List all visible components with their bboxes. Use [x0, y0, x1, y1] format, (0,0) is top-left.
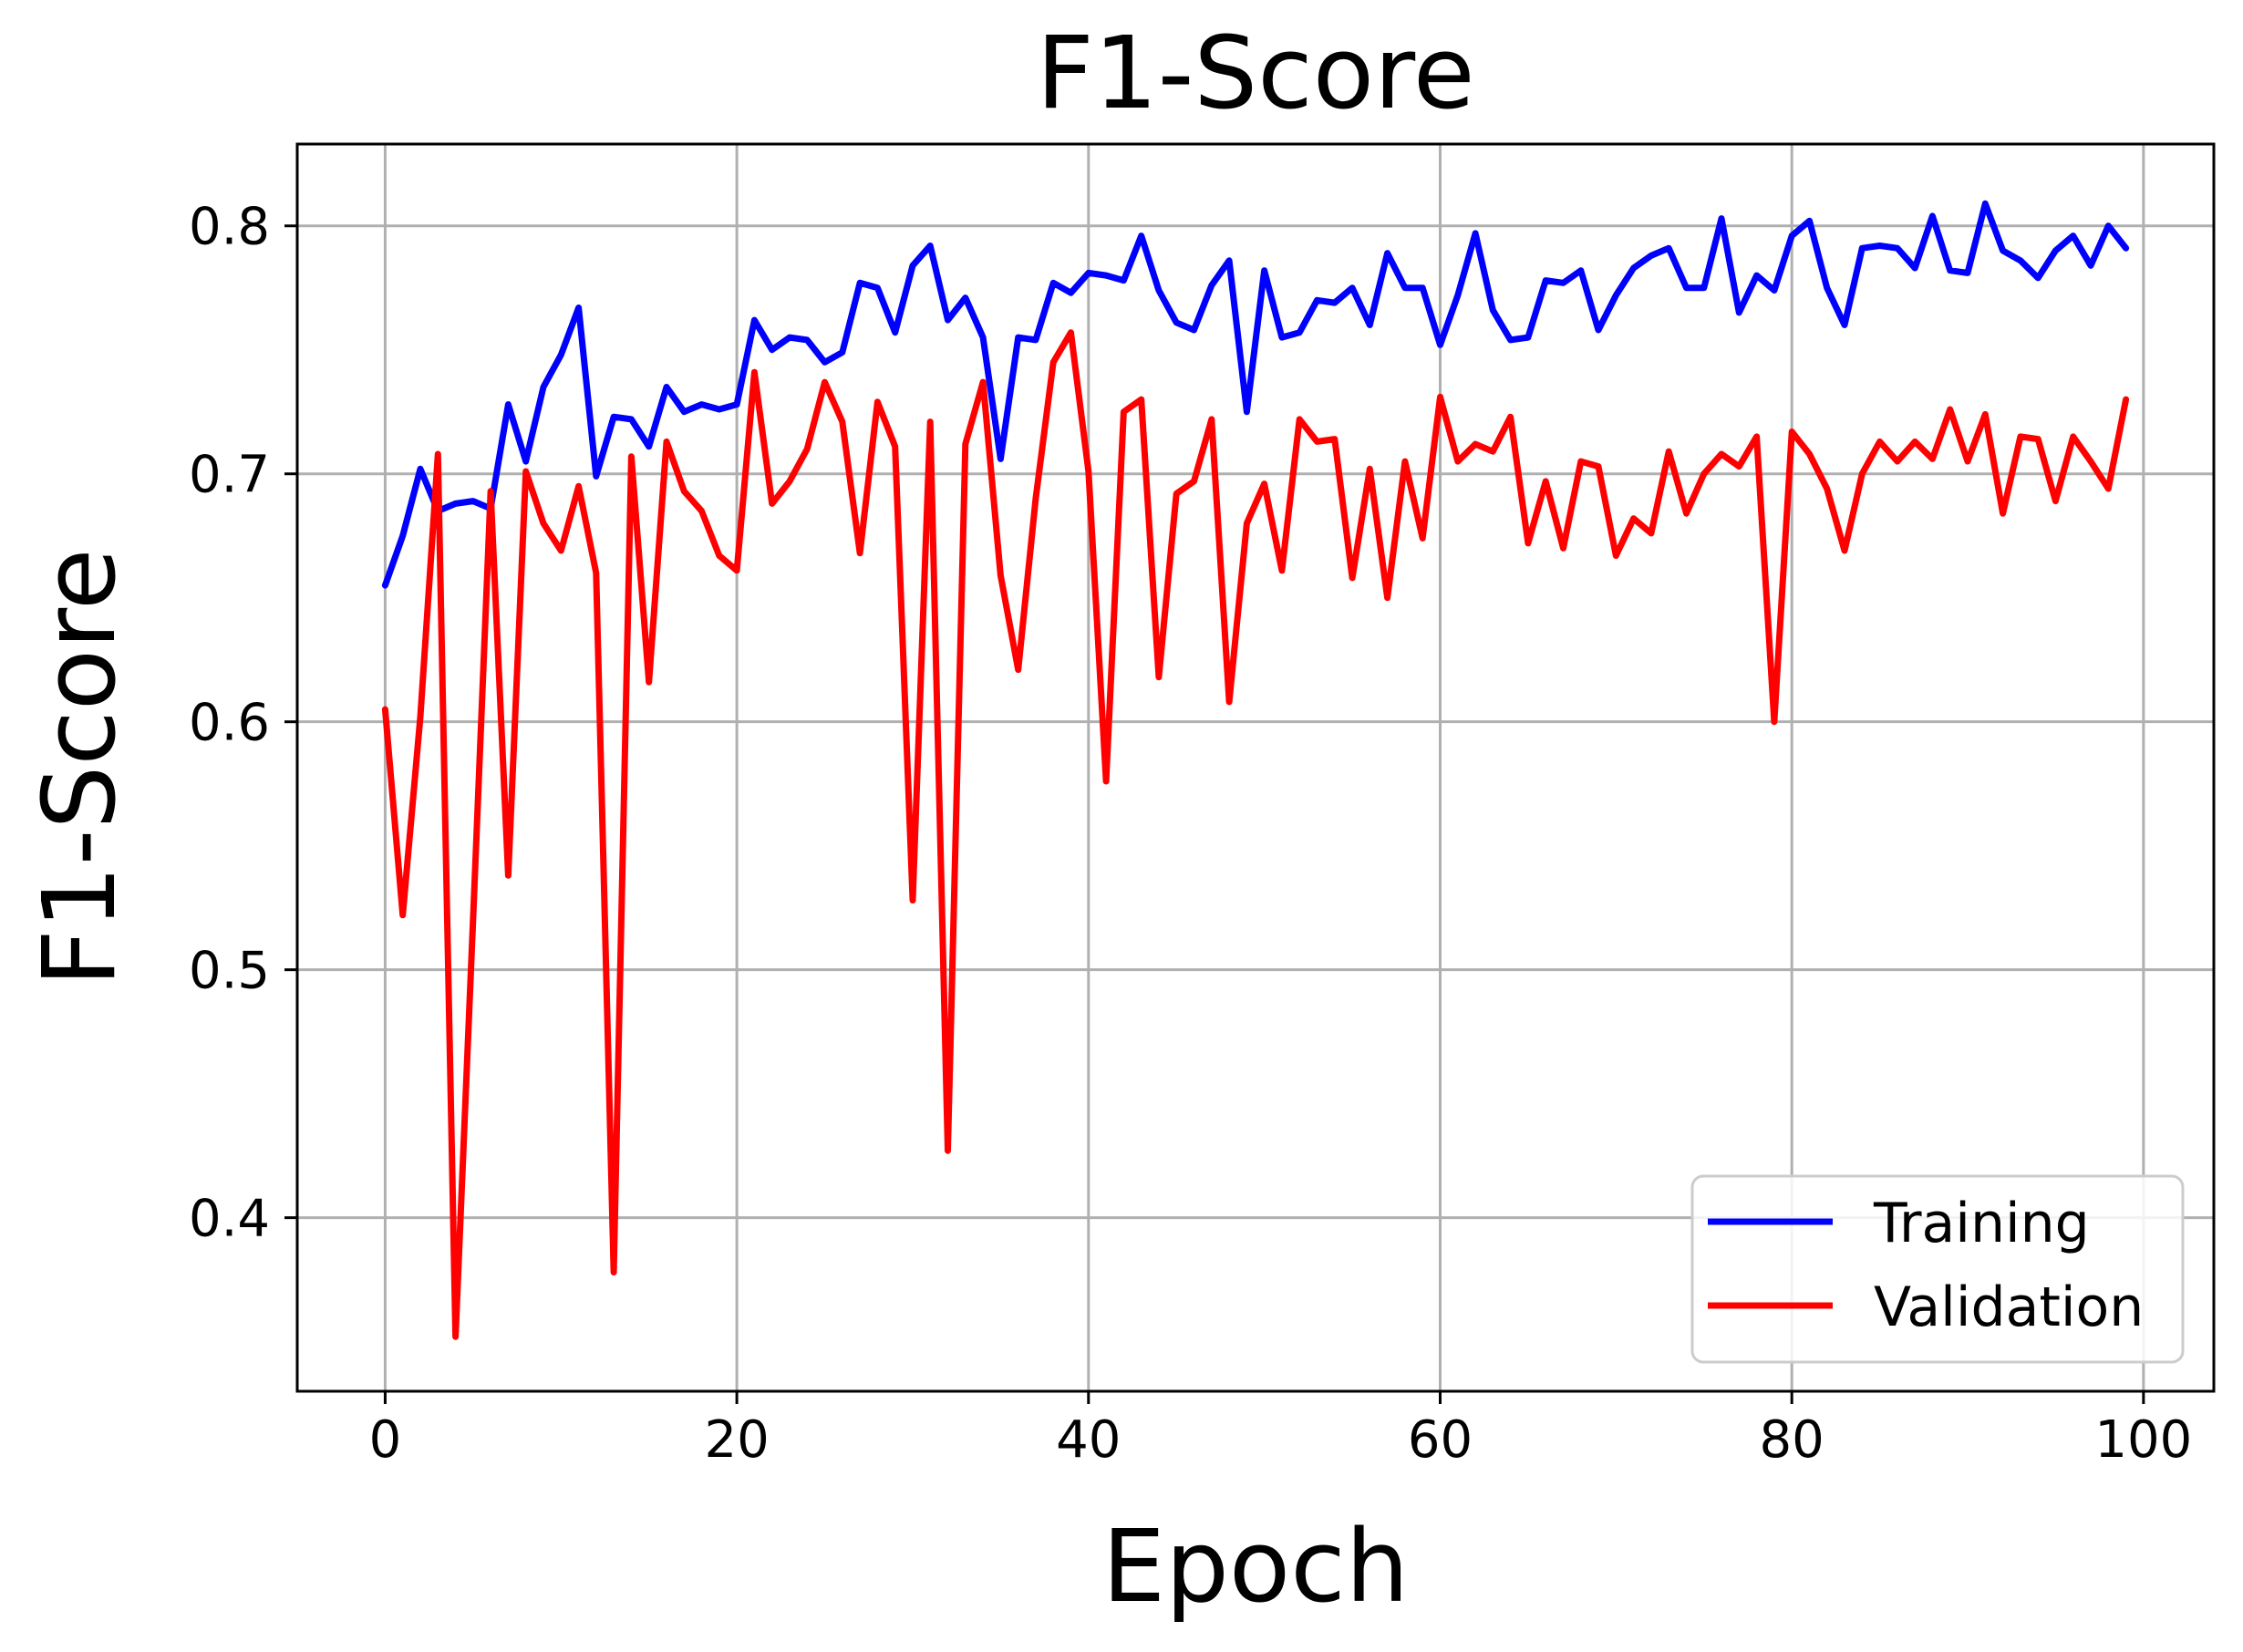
legend-label-validation: Validation — [1874, 1275, 2144, 1339]
legend: Training Validation — [1690, 1174, 2185, 1364]
series-lines — [381, 200, 2130, 1340]
x-axis-label: Epoch — [1102, 1508, 1410, 1625]
x-tick-label: 0 — [369, 1410, 402, 1470]
chart-title: F1-Score — [1036, 15, 1474, 131]
series-line-training — [381, 200, 2130, 589]
y-tick-label: 0.5 — [189, 942, 270, 1001]
y-tick-label: 0.7 — [189, 446, 270, 505]
x-tick-label: 40 — [1056, 1410, 1121, 1470]
series-line-validation — [381, 329, 2130, 1340]
y-tick-label: 0.4 — [189, 1190, 270, 1249]
y-axis-label: F1-Score — [21, 548, 138, 986]
x-tick-label: 20 — [704, 1410, 769, 1470]
x-tick-label: 60 — [1408, 1410, 1473, 1470]
y-tick-label: 0.6 — [189, 694, 270, 753]
axis-ticks: 0 20 40 60 80 100 0.4 0.5 0.6 0.7 0.8 — [189, 198, 2192, 1470]
legend-label-training: Training — [1873, 1192, 2090, 1255]
y-tick-label: 0.8 — [189, 198, 270, 257]
x-tick-label: 80 — [1760, 1410, 1824, 1470]
plot-frame — [295, 142, 2216, 1393]
x-tick-label: 100 — [2094, 1410, 2192, 1470]
